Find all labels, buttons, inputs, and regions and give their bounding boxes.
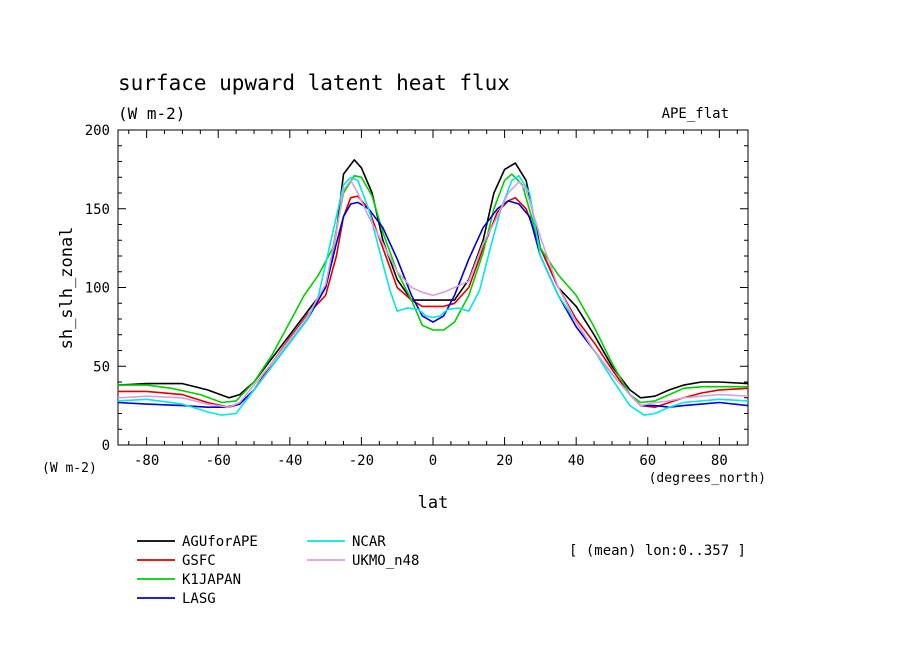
y-axis-label: sh_slh_zonal [57,227,77,350]
series-line-ukmo_n48 [118,179,748,409]
y-unit-label: (W m-2) [42,461,97,476]
legend-label: NCAR [352,534,386,550]
legend-label: UKMO_n48 [352,553,419,569]
y-tick-label: 200 [85,123,110,139]
x-tick-labels: -80 -60 -40 -20 0 20 40 60 80 [134,453,728,469]
legend-label: AGUforAPE [182,534,258,550]
x-tick-label: -60 [206,453,231,469]
y-tick-label: 50 [93,359,110,375]
series-line-k1japan [118,173,748,404]
series-line-ncar [118,174,748,416]
x-tick-label: 0 [429,453,437,469]
y-tick-labels: 0 50 100 150 200 [85,123,110,454]
y-tick-label: 100 [85,281,110,297]
x-tick-label: -20 [349,453,374,469]
x-tick-label: 20 [496,453,513,469]
x-tick-label: -40 [277,453,302,469]
y-tick-label: 150 [85,202,110,218]
series-line-lasg [118,200,748,409]
series-line-gsfc [118,195,748,409]
axis-ticks [118,129,748,446]
x-unit-label: (degrees_north) [649,471,766,486]
legend-label: LASG [182,591,216,607]
y-tick-label: 0 [102,438,110,454]
experiment-label: APE_flat [662,106,729,122]
x-tick-label: 40 [568,453,585,469]
x-tick-label: -80 [134,453,159,469]
mean-note: [ (mean) lon:0..357 ] [569,543,746,559]
x-tick-label: 60 [639,453,656,469]
series-line-aguforape [118,159,748,399]
legend-label: K1JAPAN [182,572,241,588]
chart-title: surface upward latent heat flux [118,71,510,95]
x-axis-label: lat [418,493,449,513]
x-tick-label: 80 [711,453,728,469]
legend-label: GSFC [182,553,216,569]
plot-frame [117,129,749,446]
series-lines [118,159,748,416]
chart-subtitle: (W m-2) [118,104,185,123]
legend: AGUforAPE GSFC K1JAPAN LASG NCAR UKMO_n48 [137,534,419,607]
